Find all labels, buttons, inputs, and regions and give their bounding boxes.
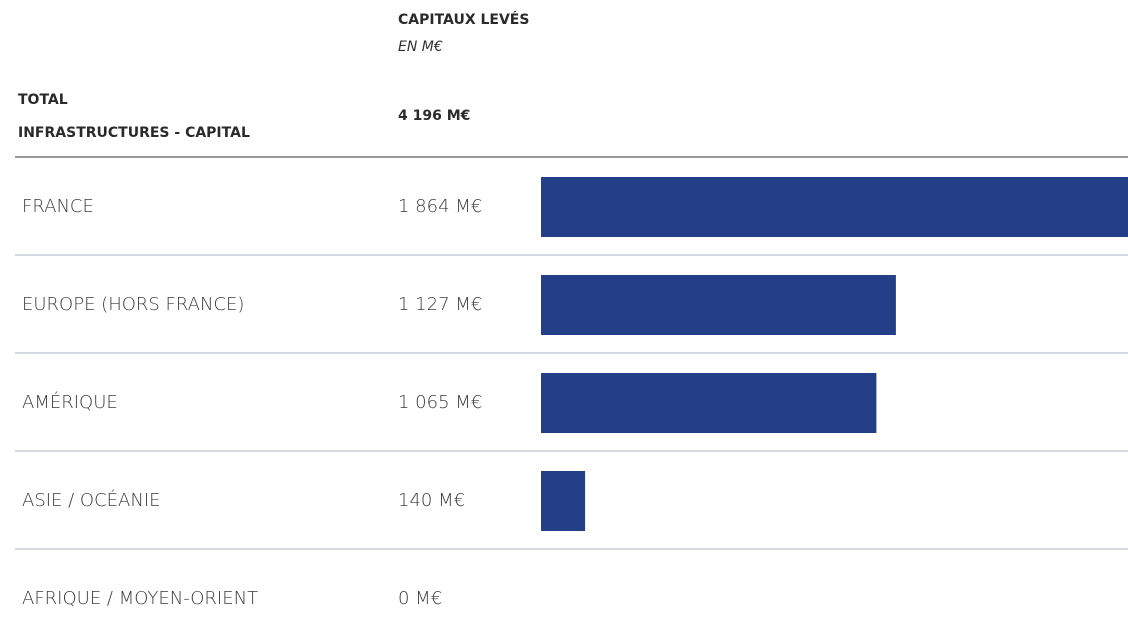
value-label: 1 864 M€ [398, 196, 482, 217]
category-label: AMÉRIQUE [22, 391, 118, 413]
category-label: ASIE / OCÉANIE [22, 489, 161, 511]
category-label: AFRIQUE / MOYEN-ORIENT [22, 588, 258, 609]
value-label: 1 065 M€ [398, 392, 482, 413]
bar [541, 373, 877, 433]
bar [541, 275, 896, 335]
total-title: INFRASTRUCTURES - CAPITAL [18, 125, 250, 141]
category-label: EUROPE (HORS FRANCE) [22, 294, 244, 315]
value-label: 0 M€ [398, 588, 442, 609]
total-title: TOTAL [18, 92, 68, 108]
value-label: 1 127 M€ [398, 294, 482, 315]
column-subtitle: EN M€ [398, 39, 443, 55]
category-label: FRANCE [22, 196, 94, 217]
value-label: 140 M€ [398, 490, 465, 511]
total-value: 4 196 M€ [398, 108, 470, 124]
bar [541, 471, 586, 531]
bar [541, 177, 1128, 237]
column-title: CAPITAUX LEVÉS [398, 11, 529, 28]
